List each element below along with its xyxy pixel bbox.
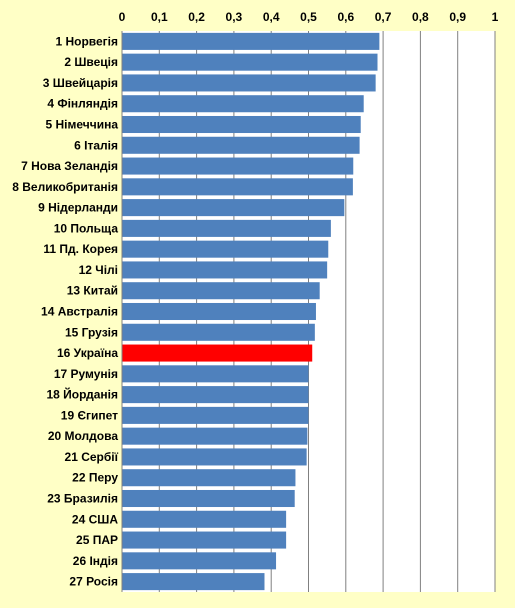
x-tick-label: 0,7 (375, 10, 392, 24)
category-label: 5 Німеччина (46, 118, 119, 132)
bar (122, 240, 329, 258)
category-label: 21 Сербії (65, 450, 119, 464)
category-label: 23 Бразилія (47, 492, 118, 506)
category-label: 20 Молдова (48, 429, 118, 443)
category-label: 7 Нова Зеландія (21, 159, 118, 173)
bar (122, 261, 328, 279)
x-tick-label: 0 (119, 10, 126, 24)
bar (122, 136, 360, 154)
bar (122, 573, 265, 591)
bar (122, 53, 378, 71)
bar (122, 219, 331, 237)
bar (122, 531, 287, 549)
bar (122, 448, 307, 466)
category-label: 14 Австралія (41, 305, 118, 319)
category-label: 11 Пд. Корея (43, 242, 118, 256)
bar (122, 469, 296, 487)
bar (122, 32, 380, 50)
x-tick-label: 0,4 (263, 10, 280, 24)
bar (122, 199, 345, 217)
x-tick-label: 0,6 (337, 10, 354, 24)
category-labels: 1 Норвегія 2 Швеція 3 Швейцарія 4 Фінляндія… (12, 34, 118, 588)
bar (122, 302, 316, 321)
category-label: 25 ПАР (76, 533, 118, 547)
category-label: 12 Чілі (79, 263, 118, 277)
category-label: 9 Нідерланди (38, 201, 118, 215)
bar (122, 115, 361, 134)
bar (122, 552, 277, 570)
category-label: 22 Перу (72, 471, 118, 485)
category-label: 4 Фінляндія (47, 97, 118, 111)
bar (122, 74, 376, 92)
x-tick-label: 0,8 (412, 10, 429, 24)
category-label: 18 Йорданія (46, 387, 118, 402)
bar (122, 406, 309, 424)
bar (122, 95, 364, 113)
x-tick-label: 0,5 (300, 10, 317, 24)
x-tick-label: 0,9 (449, 10, 466, 24)
bar (122, 489, 295, 508)
category-label: 17 Румунія (54, 367, 118, 381)
category-label: 10 Польща (54, 221, 119, 235)
bar (122, 178, 353, 196)
bars (122, 32, 380, 591)
bar (122, 386, 309, 404)
category-label: 3 Швейцарія (43, 76, 118, 90)
x-tick-label: 0,1 (151, 10, 168, 24)
x-tick-label: 0,3 (226, 10, 243, 24)
x-axis-ticks: 0 0,1 0,2 0,3 0,4 0,5 0,6 0,7 0,8 0,9 1 (119, 10, 499, 24)
category-label: 2 Швеція (64, 55, 118, 69)
category-label: 19 Єгипет (61, 408, 118, 422)
x-tick-label: 0,2 (188, 10, 205, 24)
bar (122, 427, 308, 445)
bar (122, 157, 354, 175)
bar (122, 510, 287, 528)
category-label: 27 Росія (69, 575, 118, 589)
category-label: 26 Індія (73, 554, 118, 568)
category-label: 15 Грузія (65, 325, 118, 339)
bar (122, 323, 315, 341)
category-label: 24 США (72, 512, 118, 526)
category-label: 6 Італія (74, 138, 118, 152)
x-tick-label: 1 (492, 10, 499, 24)
bar (122, 282, 320, 300)
category-label: 1 Норвегія (55, 34, 118, 48)
category-label: 13 Китай (67, 284, 118, 298)
bar (122, 365, 309, 383)
category-label: 16 Україна (57, 346, 118, 360)
bar-highlighted (122, 344, 313, 362)
category-label: 8 Великобританія (12, 180, 118, 194)
